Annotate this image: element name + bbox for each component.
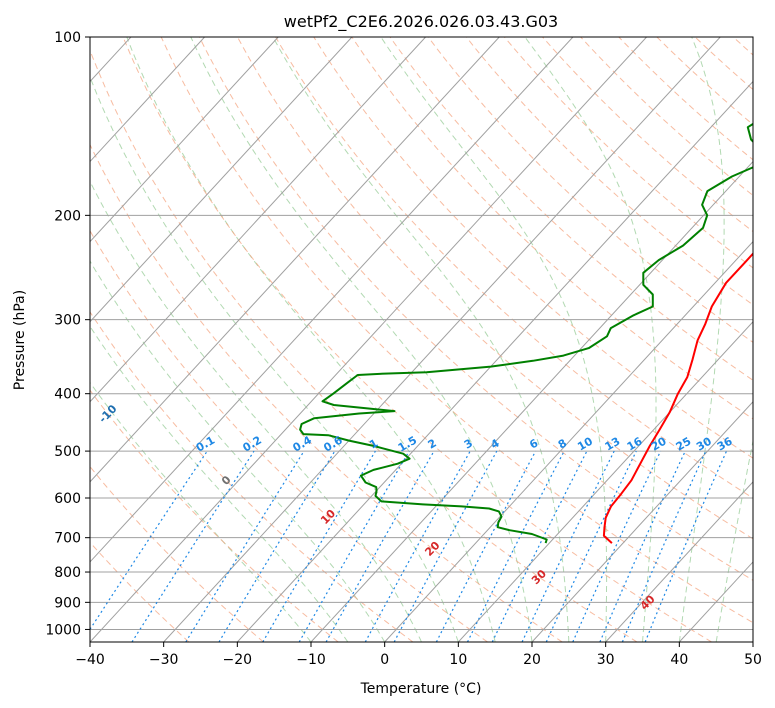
x-tick-label: −40 xyxy=(75,652,105,668)
y-tick-label: 600 xyxy=(54,491,81,507)
x-tick-label: −10 xyxy=(296,652,326,668)
y-tick-label: 700 xyxy=(54,531,81,547)
isotherm-line xyxy=(90,37,279,243)
x-tick-label: −30 xyxy=(149,652,179,668)
mixing-ratio-line xyxy=(491,450,588,642)
isotherm-line xyxy=(90,37,426,403)
mixing-ratio-line xyxy=(298,450,410,642)
y-tick-label: 100 xyxy=(54,30,81,46)
y-axis-label: Pressure (hPa) xyxy=(12,290,28,390)
isotherm-line xyxy=(531,401,753,642)
isotherm-line xyxy=(236,80,753,642)
x-tick-label: 10 xyxy=(449,652,467,668)
moist-adiabat-line xyxy=(90,180,422,642)
moist-adiabat-line xyxy=(380,37,608,642)
isotherm-line xyxy=(605,481,753,642)
x-tick-label: 50 xyxy=(744,652,762,668)
mixing-ratio-line xyxy=(90,450,208,631)
mixing-ratio-line xyxy=(393,450,498,642)
dry-adiabat-line xyxy=(351,37,753,420)
x-tick-label: 20 xyxy=(523,652,541,668)
y-tick-label: 800 xyxy=(54,565,81,581)
y-axis: 100 200 300 400 500 600 700 800 900 1000 xyxy=(45,30,90,638)
dry-adiabat-line xyxy=(198,37,753,581)
x-tick-label: 0 xyxy=(380,652,389,668)
y-tick-label: 900 xyxy=(54,595,81,611)
isotherms xyxy=(90,37,753,642)
x-tick-label: 40 xyxy=(670,652,688,668)
dry-adiabat-line xyxy=(90,49,638,642)
dry-adiabat-line xyxy=(275,37,753,499)
mixing-ratio-line xyxy=(325,450,435,642)
dry-adiabats xyxy=(90,37,753,642)
isotherm-line xyxy=(90,37,647,642)
x-axis: −40 −30 −20 −10 0 10 20 30 40 50 xyxy=(75,642,762,668)
dry-adiabat-line xyxy=(122,37,712,642)
dry-adiabat-line xyxy=(504,37,753,269)
moist-adiabat-line xyxy=(715,438,753,642)
y-tick-label: 300 xyxy=(54,313,81,329)
mixing-ratio-line xyxy=(218,450,336,642)
isotherm-line xyxy=(90,37,353,323)
isotherm-line xyxy=(457,320,753,642)
dry-adiabat-line xyxy=(90,389,339,642)
mixing-ratio-line xyxy=(466,450,565,642)
moist-adiabat-line xyxy=(126,37,496,642)
plot-frame xyxy=(89,36,754,643)
isotherm-line xyxy=(310,160,753,642)
dry-adiabat-line xyxy=(90,311,414,642)
moist-adiabat-line xyxy=(90,75,459,642)
mixing-ratio-line xyxy=(364,450,471,642)
dry-adiabat-line xyxy=(542,37,753,233)
dry-adiabat-line xyxy=(160,37,753,624)
isotherm-line xyxy=(384,240,753,642)
y-tick-label: 400 xyxy=(54,387,81,403)
isotherm-line xyxy=(90,37,500,483)
mixing-ratio-line xyxy=(262,450,376,642)
mixing-ratio-lines xyxy=(90,450,728,642)
mixing-ratio-line xyxy=(521,450,615,642)
moist-adiabat-line xyxy=(190,37,533,642)
isotherm-line xyxy=(90,37,205,163)
x-tick-label: −20 xyxy=(223,652,253,668)
dry-adiabat-line xyxy=(389,37,753,381)
isotherm-line xyxy=(90,37,574,563)
profile-series xyxy=(299,122,753,544)
moist-adiabat-line xyxy=(272,37,570,642)
dry-adiabat-line xyxy=(90,143,563,642)
moist-adiabat-line xyxy=(90,325,349,642)
y-tick-label: 200 xyxy=(54,208,81,224)
x-tick-label: 30 xyxy=(597,652,615,668)
dry-adiabat-line xyxy=(465,37,753,306)
isotherm-line xyxy=(163,37,721,642)
y-tick-label: 500 xyxy=(54,444,81,460)
temperature-line xyxy=(602,252,753,544)
isobars xyxy=(90,37,753,630)
y-tick-label: 1000 xyxy=(45,622,81,638)
moist-adiabat-line xyxy=(678,37,725,642)
moist-adiabat-line xyxy=(524,37,657,642)
x-axis-label: Temperature (°C) xyxy=(360,681,482,697)
mixing-ratio-line xyxy=(185,450,305,642)
chart-title: wetPf2_C2E6.2026.026.03.43.G03 xyxy=(284,12,558,32)
dewpoint-line xyxy=(299,122,753,544)
mixing-ratio-line xyxy=(435,450,537,642)
mixing-ratio-line xyxy=(545,450,637,642)
